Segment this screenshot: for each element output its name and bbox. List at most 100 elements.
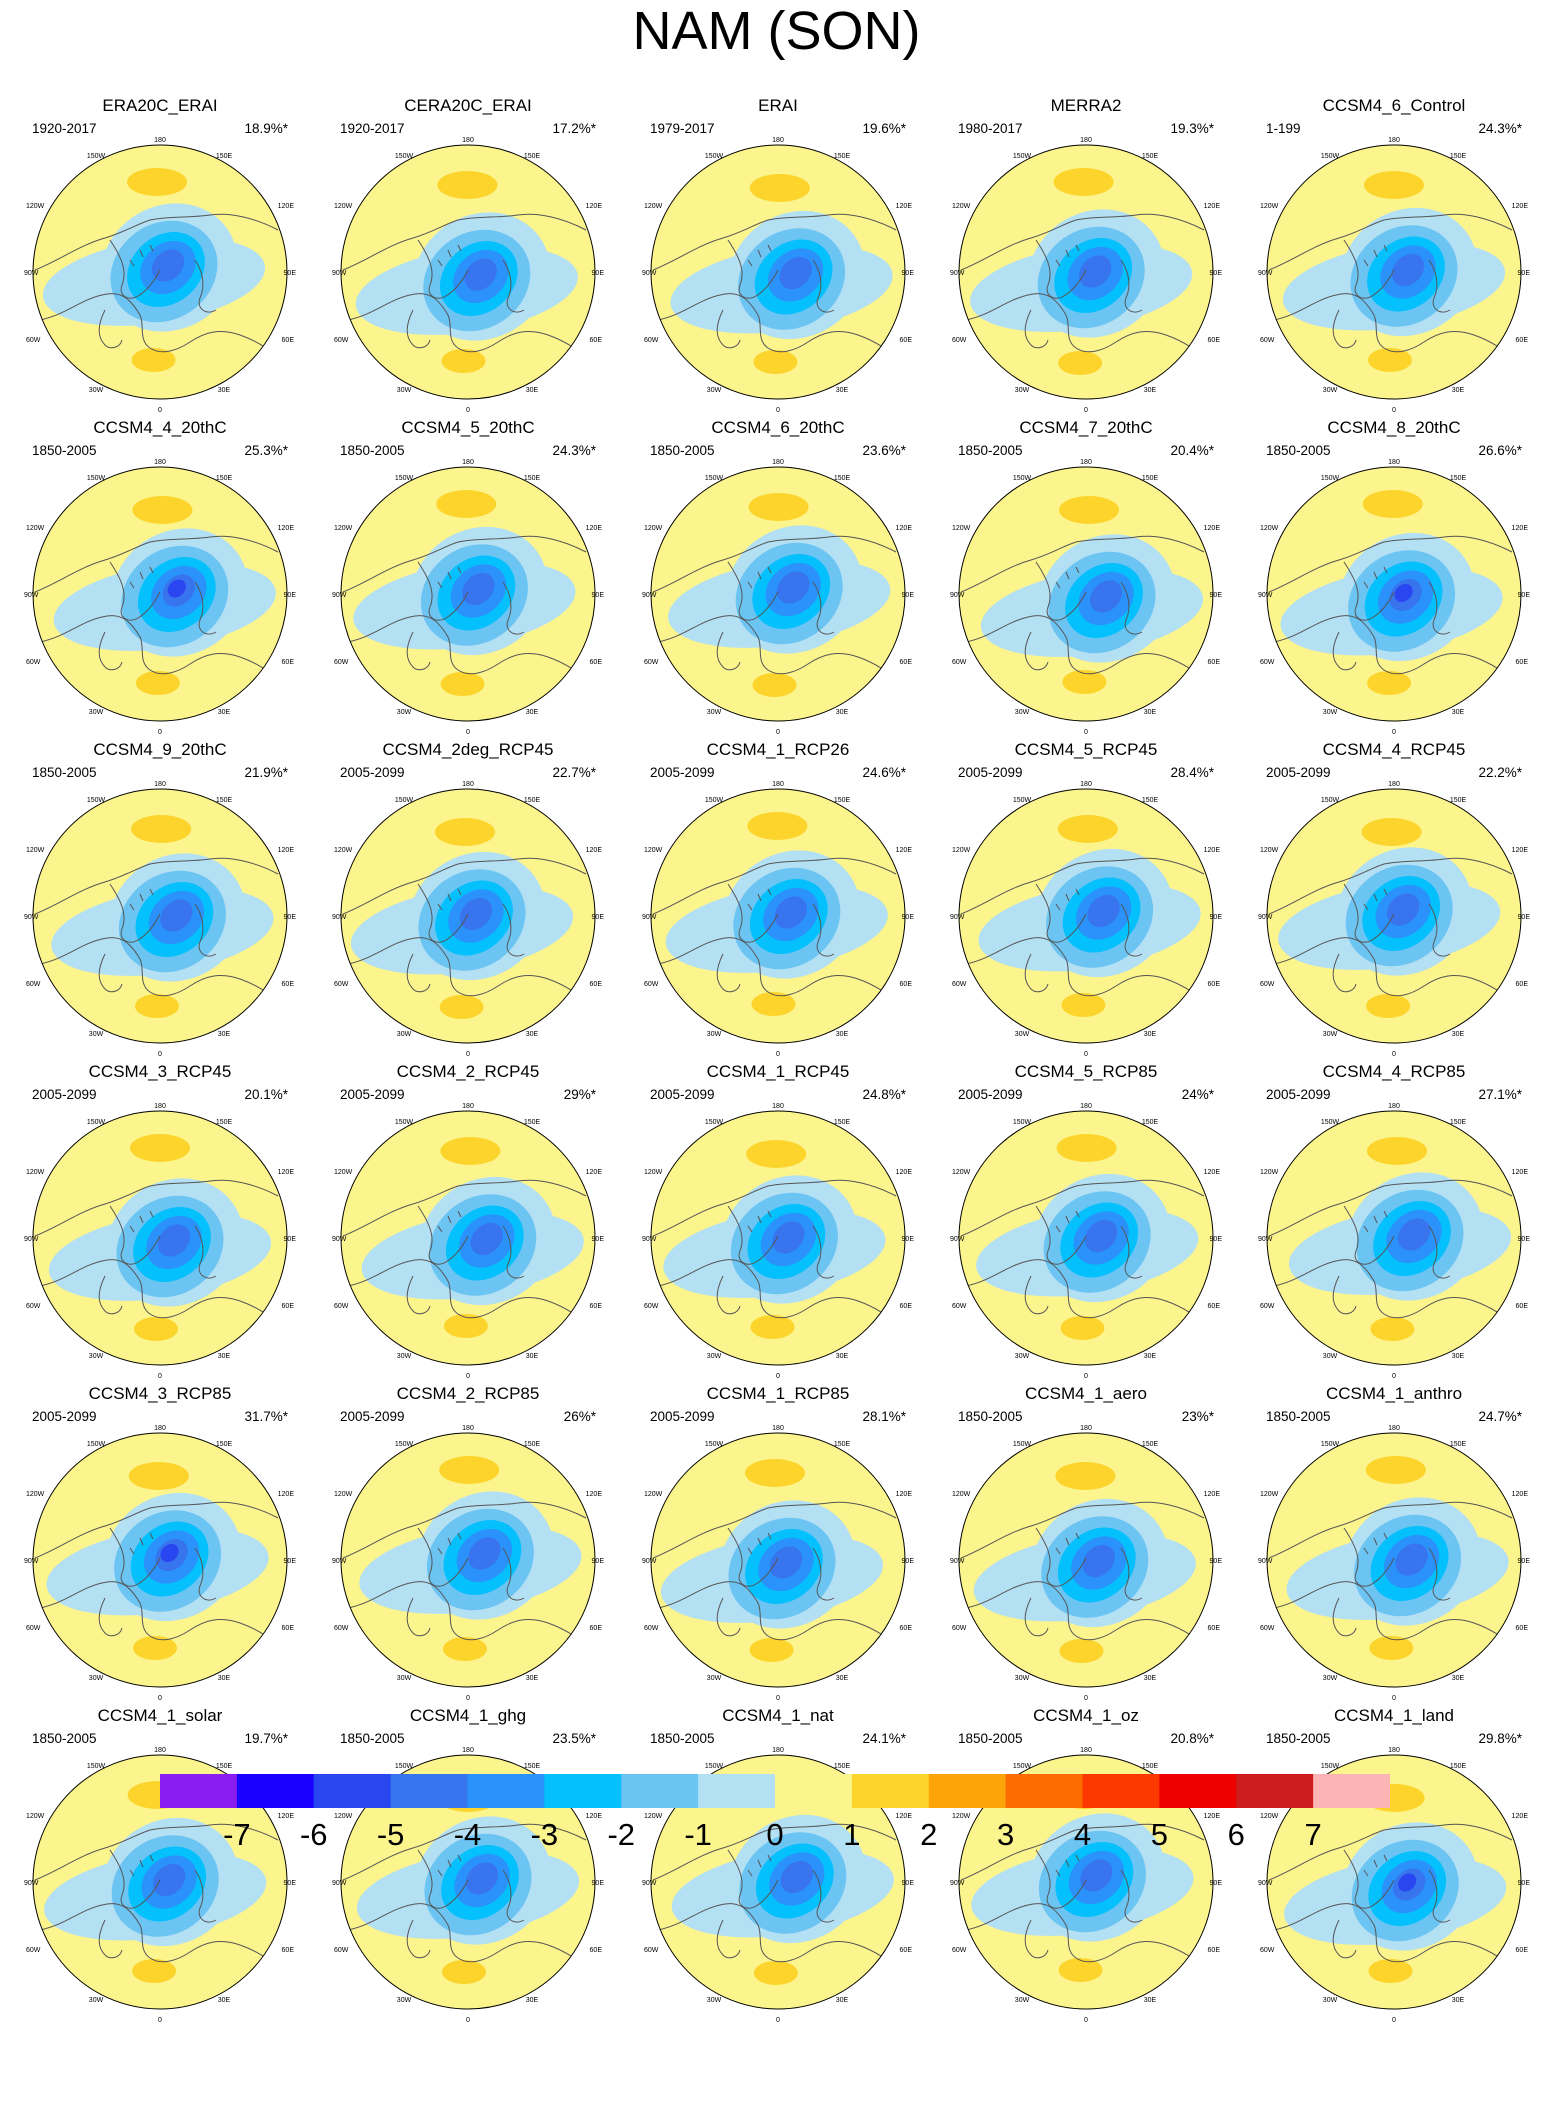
svg-text:30W: 30W xyxy=(1015,709,1030,716)
svg-text:60E: 60E xyxy=(1516,659,1529,666)
svg-text:120E: 120E xyxy=(278,203,295,210)
svg-text:90E: 90E xyxy=(902,1236,915,1243)
colorbar-swatch xyxy=(1082,1774,1160,1808)
svg-text:30E: 30E xyxy=(1452,1353,1465,1360)
svg-text:150W: 150W xyxy=(87,153,106,160)
svg-text:0: 0 xyxy=(1084,729,1088,736)
coastlines xyxy=(652,1823,901,1971)
svg-text:150W: 150W xyxy=(1321,153,1340,160)
svg-text:30E: 30E xyxy=(836,1997,849,2004)
polar-map: 180 150W 150E 120W 120E 90W 90E 60W 60E … xyxy=(642,1425,914,1702)
panel-period: 2005-2099 xyxy=(650,1087,715,1102)
map-panel: 180 150W 150E 120W 120E 90W 90E 60W 60E … xyxy=(10,1062,310,1382)
svg-text:180: 180 xyxy=(772,137,784,144)
svg-text:90W: 90W xyxy=(642,914,657,921)
panel-title: CCSM4_3_RCP45 xyxy=(88,1062,232,1081)
polar-map: 180 150W 150E 120W 120E 90W 90E 60W 60E … xyxy=(332,459,604,736)
map-panel: 180 150W 150E 120W 120E 90W 90E 60W 60E … xyxy=(936,96,1236,416)
panel-period: 1980-2017 xyxy=(958,121,1023,136)
svg-text:180: 180 xyxy=(462,781,474,788)
svg-text:150W: 150W xyxy=(705,797,724,804)
svg-text:60W: 60W xyxy=(26,337,41,344)
svg-text:90W: 90W xyxy=(642,1558,657,1565)
panel-variance-percent: 28.4%* xyxy=(1170,765,1214,780)
colorbar-swatch xyxy=(621,1774,699,1808)
svg-text:150W: 150W xyxy=(87,1119,106,1126)
colorbar-tick-label: 2 xyxy=(920,1817,938,1852)
panel-variance-percent: 21.9%* xyxy=(244,765,288,780)
svg-text:120E: 120E xyxy=(586,1169,603,1176)
svg-text:0: 0 xyxy=(158,2017,162,2024)
svg-text:180: 180 xyxy=(772,1103,784,1110)
svg-text:120W: 120W xyxy=(334,847,353,854)
svg-text:0: 0 xyxy=(1084,1373,1088,1380)
colorbar-swatch xyxy=(236,1774,315,1808)
coastlines xyxy=(960,1823,1209,1971)
svg-text:60E: 60E xyxy=(590,1947,603,1954)
svg-text:180: 180 xyxy=(1388,1103,1400,1110)
coastlines xyxy=(34,1179,283,1327)
polar-map: 180 150W 150E 120W 120E 90W 90E 60W 60E … xyxy=(24,1425,296,1702)
svg-text:60E: 60E xyxy=(282,1303,295,1310)
panel-period: 2005-2099 xyxy=(340,1409,405,1424)
svg-text:90E: 90E xyxy=(284,270,297,277)
panel-title: CCSM4_6_20thC xyxy=(711,418,845,437)
colorbar-tick-label: -5 xyxy=(376,1817,405,1852)
panel-title: CCSM4_1_anthro xyxy=(1325,1384,1463,1403)
svg-text:0: 0 xyxy=(466,1373,470,1380)
polar-map: 180 150W 150E 120W 120E 90W 90E 60W 60E … xyxy=(24,1103,296,1380)
svg-text:90W: 90W xyxy=(332,592,347,599)
coastlines xyxy=(34,1501,283,1649)
polar-map: 180 150W 150E 120W 120E 90W 90E 60W 60E … xyxy=(950,137,1222,414)
panel-period: 2005-2099 xyxy=(1266,1087,1331,1102)
svg-text:30W: 30W xyxy=(397,1997,412,2004)
svg-text:150W: 150W xyxy=(1013,475,1032,482)
svg-text:90W: 90W xyxy=(24,1558,39,1565)
map-panel: 180 150W 150E 120W 120E 90W 90E 60W 60E … xyxy=(936,1706,1236,2026)
svg-text:180: 180 xyxy=(154,781,166,788)
svg-text:150E: 150E xyxy=(1450,1119,1467,1126)
svg-text:150E: 150E xyxy=(834,1763,851,1770)
svg-text:120E: 120E xyxy=(586,847,603,854)
svg-text:180: 180 xyxy=(462,1103,474,1110)
svg-text:90W: 90W xyxy=(332,1236,347,1243)
polar-map: 180 150W 150E 120W 120E 90W 90E 60W 60E … xyxy=(24,781,296,1058)
svg-text:120W: 120W xyxy=(952,847,971,854)
coastlines xyxy=(342,1501,591,1649)
panel-variance-percent: 20.8%* xyxy=(1170,1731,1214,1746)
svg-text:150E: 150E xyxy=(1142,153,1159,160)
colorbar-swatch xyxy=(1005,1774,1084,1808)
svg-text:120W: 120W xyxy=(952,525,971,532)
svg-text:60W: 60W xyxy=(26,1303,41,1310)
svg-text:120W: 120W xyxy=(952,1491,971,1498)
svg-text:90W: 90W xyxy=(950,914,965,921)
svg-text:60E: 60E xyxy=(900,337,913,344)
panel-title: CCSM4_1_oz xyxy=(1033,1706,1139,1725)
map-panel: 180 150W 150E 120W 120E 90W 90E 60W 60E … xyxy=(628,96,928,416)
panel-period: 1979-2017 xyxy=(650,121,715,136)
map-panel: 180 150W 150E 120W 120E 90W 90E 60W 60E … xyxy=(10,418,310,738)
panel-title: CCSM4_7_20thC xyxy=(1019,418,1153,437)
svg-text:180: 180 xyxy=(462,1425,474,1432)
figure-title: NAM (SON) xyxy=(632,1,921,61)
coastlines xyxy=(1268,535,1517,683)
panel-title: CCSM4_5_RCP85 xyxy=(1014,1062,1158,1081)
colorbar-tick-label: 0 xyxy=(766,1817,784,1852)
svg-text:0: 0 xyxy=(158,729,162,736)
polar-map: 180 150W 150E 120W 120E 90W 90E 60W 60E … xyxy=(642,1103,915,1380)
panel-title: CCSM4_4_RCP45 xyxy=(1322,740,1466,759)
colorbar-swatch xyxy=(928,1774,1007,1808)
svg-text:60W: 60W xyxy=(26,1625,41,1632)
svg-text:60W: 60W xyxy=(644,1625,659,1632)
panel-period: 2005-2099 xyxy=(32,1409,97,1424)
panel-period: 2005-2099 xyxy=(32,1087,97,1102)
svg-text:30W: 30W xyxy=(707,1353,722,1360)
panel-period: 1850-2005 xyxy=(32,765,97,780)
svg-text:150W: 150W xyxy=(1013,797,1032,804)
svg-text:30E: 30E xyxy=(836,1353,849,1360)
svg-text:150E: 150E xyxy=(524,1441,541,1448)
colorbar-swatch xyxy=(1159,1774,1237,1808)
svg-text:90E: 90E xyxy=(1210,1880,1223,1887)
svg-text:120E: 120E xyxy=(278,1169,295,1176)
svg-text:0: 0 xyxy=(776,729,780,736)
